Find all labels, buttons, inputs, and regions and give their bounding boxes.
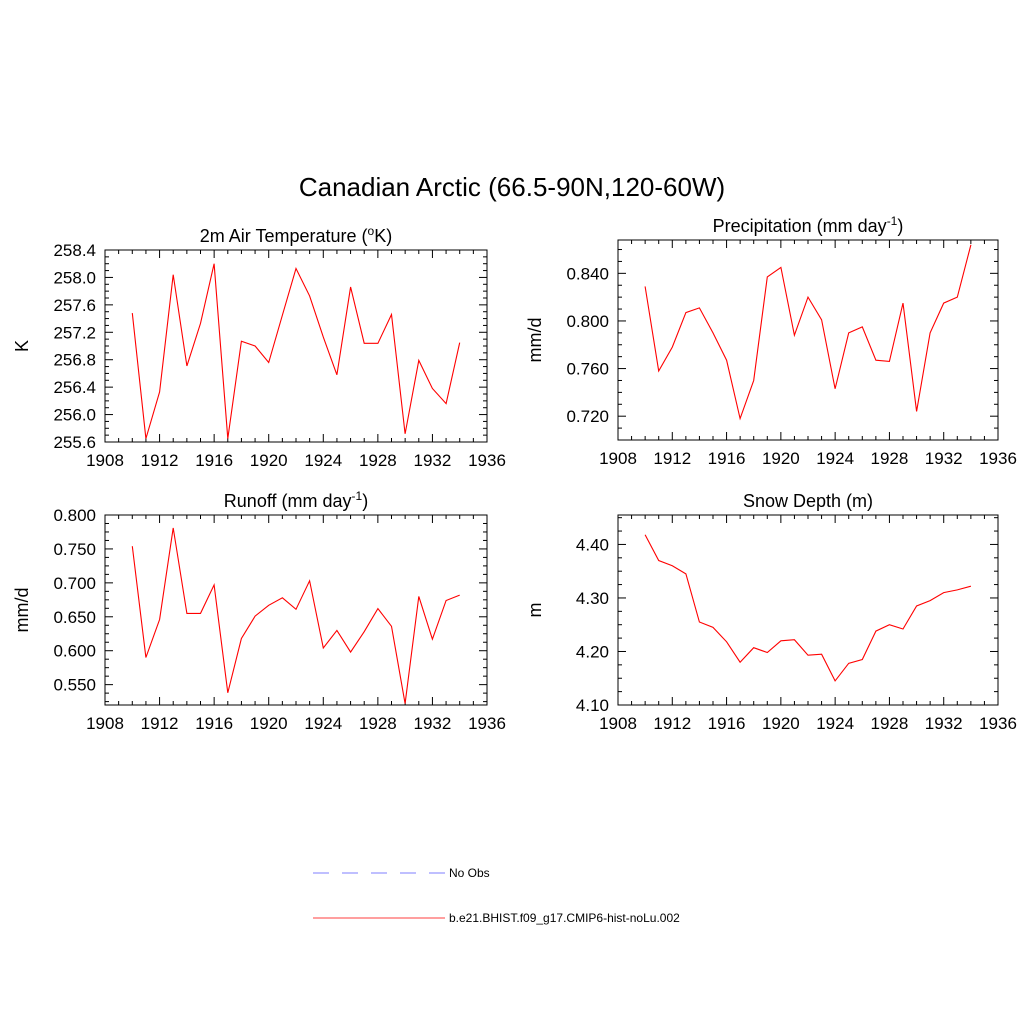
x-tick-label: 1932 [414, 714, 452, 733]
x-tick-label: 1928 [359, 714, 397, 733]
x-tick-label: 1916 [708, 714, 746, 733]
y-tick-label: 4.40 [576, 535, 609, 554]
y-tick-label: 4.10 [576, 696, 609, 715]
y-tick-label: 256.8 [53, 351, 96, 370]
y-tick-label: 258.0 [53, 268, 96, 287]
y-tick-label: 257.2 [53, 323, 96, 342]
panel-title-main: Snow Depth (m) [743, 491, 873, 511]
panel-title-main: Runoff (mm day [224, 491, 352, 511]
plot-frame [617, 514, 999, 706]
series-line [131, 263, 461, 439]
y-tick-label: 0.800 [566, 312, 609, 331]
chart-panel-4: Snow Depth (m) m 1908 1912 1916 1920 1924 1928 1… [525, 491, 1017, 733]
x-tick-label: 1908 [86, 714, 124, 733]
x-tick-label: 1920 [250, 714, 288, 733]
y-axis-label: K [12, 340, 32, 352]
panel-title: Snow Depth (m) [743, 491, 873, 511]
legend-label-no-obs: No Obs [449, 866, 490, 880]
y-tick-label: 0.800 [53, 506, 96, 525]
x-tick-label: 1924 [816, 449, 854, 468]
x-tick-label: 1920 [762, 449, 800, 468]
y-axis-label: m [525, 603, 545, 618]
panel-title-end: K) [374, 226, 392, 246]
panel-title-main: Precipitation (mm day [713, 216, 887, 236]
x-tick-label: 1916 [195, 451, 233, 470]
y-tick-label: 0.550 [53, 676, 96, 695]
x-tick-label: 1932 [925, 449, 963, 468]
x-tick-label: 1920 [250, 451, 288, 470]
panel-title-superscript: -1 [352, 489, 363, 503]
y-tick-label: 0.750 [53, 540, 96, 559]
panel-title-superscript: -1 [887, 214, 898, 228]
plot-frame [104, 249, 488, 443]
legend-label-model: b.e21.BHIST.f09_g17.CMIP6-hist-noLu.002 [449, 911, 680, 925]
figure-title: Canadian Arctic (66.5-90N,120-60W) [299, 172, 725, 202]
y-tick-label: 0.760 [566, 360, 609, 379]
x-tick-label: 1912 [141, 451, 179, 470]
x-tick-label: 1932 [414, 451, 452, 470]
x-tick-label: 1924 [304, 714, 342, 733]
y-axis-label: mm/d [525, 318, 545, 363]
series-line [644, 244, 972, 421]
y-tick-label: 4.20 [576, 642, 609, 661]
x-tick-label: 1924 [304, 451, 342, 470]
x-tick-label: 1928 [359, 451, 397, 470]
y-tick-label: 0.840 [566, 264, 609, 283]
y-tick-label: 0.700 [53, 574, 96, 593]
x-tick-label: 1912 [141, 714, 179, 733]
y-tick-label: 0.720 [566, 407, 609, 426]
y-tick-label: 258.4 [53, 241, 96, 260]
x-tick-label: 1912 [653, 714, 691, 733]
x-tick-label: 1920 [762, 714, 800, 733]
chart-panels: 2m Air Temperature (oK) K 1908 1912 1916 1920… [12, 214, 1017, 733]
panel-title: 2m Air Temperature (oK) [200, 224, 392, 246]
x-tick-label: 1936 [468, 451, 506, 470]
y-tick-label: 0.650 [53, 608, 96, 627]
x-tick-label: 1908 [599, 714, 637, 733]
panel-title-end: ) [362, 491, 368, 511]
y-tick-label: 256.4 [53, 378, 96, 397]
y-axis-label: mm/d [12, 588, 32, 633]
chart-panel-3: Runoff (mm day-1) mm/d 1908 1912 1916 1920 192… [12, 489, 506, 733]
series-line [131, 527, 460, 704]
series-line [644, 534, 972, 682]
x-tick-label: 1924 [816, 714, 854, 733]
x-tick-label: 1928 [871, 714, 909, 733]
x-tick-label: 1916 [195, 714, 233, 733]
panel-title-main: 2m Air Temperature ( [200, 226, 368, 246]
x-tick-label: 1936 [979, 714, 1017, 733]
legend: No Obs b.e21.BHIST.f09_g17.CMIP6-hist-no… [313, 866, 680, 925]
x-tick-label: 1916 [708, 449, 746, 468]
y-tick-label: 0.600 [53, 642, 96, 661]
y-tick-label: 4.30 [576, 589, 609, 608]
y-tick-label: 255.6 [53, 433, 96, 452]
panel-title: Runoff (mm day-1) [224, 489, 368, 511]
panel-title: Precipitation (mm day-1) [713, 214, 904, 236]
y-tick-label: 256.0 [53, 406, 96, 425]
x-tick-label: 1912 [653, 449, 691, 468]
chart-panel-1: 2m Air Temperature (oK) K 1908 1912 1916 1920… [12, 224, 506, 470]
panel-title-end: ) [897, 216, 903, 236]
x-tick-label: 1936 [468, 714, 506, 733]
y-tick-label: 257.6 [53, 296, 96, 315]
panel-title-superscript: o [368, 224, 375, 238]
x-tick-label: 1908 [599, 449, 637, 468]
x-tick-label: 1936 [979, 449, 1017, 468]
x-tick-label: 1932 [925, 714, 963, 733]
chart-panel-2: Precipitation (mm day-1) mm/d 1908 1912 1916… [525, 214, 1017, 468]
x-tick-label: 1928 [871, 449, 909, 468]
x-tick-label: 1908 [86, 451, 124, 470]
